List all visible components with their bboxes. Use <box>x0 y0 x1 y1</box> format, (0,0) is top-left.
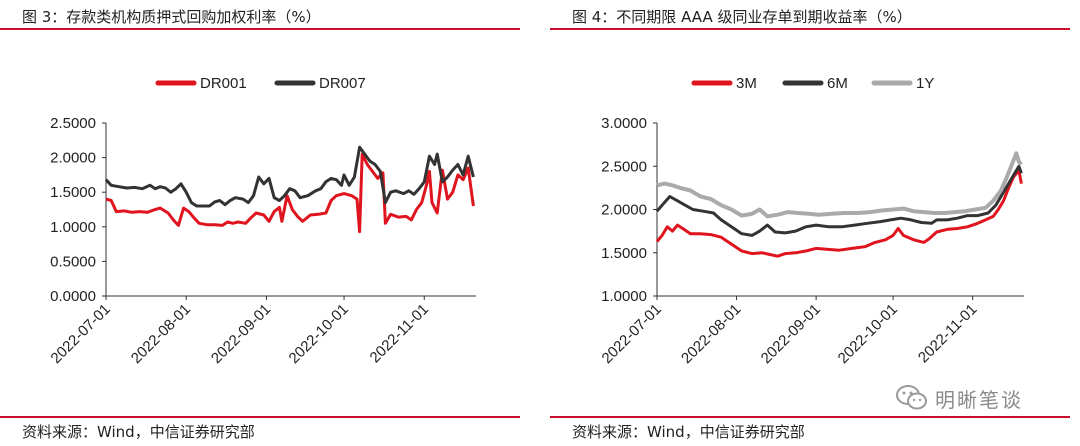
chart-panel-ncd-yield: 图 4：不同期限 AAA 级同业存单到期收益率（%） 1.0000 1.5000 2… <box>550 0 1080 446</box>
watermark-text: 明晰笔谈 <box>935 387 1023 412</box>
x-tick-label: 2022-10-01 <box>835 301 901 367</box>
y-tick-label: 2.0000 <box>601 202 647 219</box>
x-tick-label: 2022-11-01 <box>915 301 980 366</box>
wechat-icon <box>896 385 927 410</box>
x-tick-label: 2022-10-01 <box>286 301 352 367</box>
y-tick-label: 2.0000 <box>50 150 96 167</box>
y-tick-label: 2.5000 <box>50 115 96 132</box>
series-line-dr007 <box>104 145 475 208</box>
chart-panel-deposit-repo: 图 3：存款类机构质押式回购加权利率（%） 0.0000 0.5000 1.0000… <box>0 0 530 446</box>
legend-label-1y: 1Y <box>916 75 934 92</box>
source-rule <box>0 416 520 418</box>
title-rule <box>550 28 1070 30</box>
chart-title: 图 4：不同期限 AAA 级同业存单到期收益率（%） <box>572 8 912 26</box>
legend-label-3m: 3M <box>736 75 757 92</box>
y-tick-label: 1.5000 <box>601 245 647 262</box>
series-line-1y <box>656 151 1023 219</box>
y-tick-label: 3.0000 <box>601 115 647 132</box>
wechat-watermark: 明晰笔谈 <box>895 380 1023 416</box>
x-tick-label: 2022-07-01 <box>48 301 114 367</box>
y-tick-label: 1.5000 <box>50 184 96 201</box>
series-line-dr001 <box>105 152 475 234</box>
line-chart-dr: 0.0000 0.5000 1.0000 1.5000 2.0000 2.5000 2022… <box>48 75 476 367</box>
legend-label-6m: 6M <box>827 75 848 92</box>
x-tick-label: 2022-08-01 <box>128 301 194 367</box>
x-tick-label: 2022-11-01 <box>367 301 432 366</box>
series-line-6m <box>655 164 1023 237</box>
chart-source: 资料来源：Wind，中信证券研究部 <box>572 423 805 441</box>
chart-source: 资料来源：Wind，中信证券研究部 <box>22 423 255 441</box>
y-tick-label: 1.0000 <box>50 219 96 236</box>
legend-label-dr007: DR007 <box>319 75 366 92</box>
y-tick-label: 0.5000 <box>50 253 96 270</box>
source-rule <box>550 416 1070 418</box>
y-tick-label: 2.5000 <box>601 158 647 175</box>
series-line-3m <box>655 169 1023 258</box>
x-tick-label: 2022-09-01 <box>758 301 824 367</box>
y-tick-label: 0.0000 <box>50 288 96 305</box>
legend-label-dr001: DR001 <box>200 75 247 92</box>
x-tick-label: 2022-09-01 <box>208 301 274 367</box>
title-rule <box>0 28 520 30</box>
x-tick-label: 2022-07-01 <box>599 301 665 367</box>
x-tick-label: 2022-08-01 <box>678 301 744 367</box>
line-chart-ncd: 1.0000 1.5000 2.0000 2.5000 3.0000 2022-07-01… <box>599 75 1024 367</box>
chart-title: 图 3：存款类机构质押式回购加权利率（%） <box>22 8 321 26</box>
y-tick-label: 1.0000 <box>601 288 647 305</box>
